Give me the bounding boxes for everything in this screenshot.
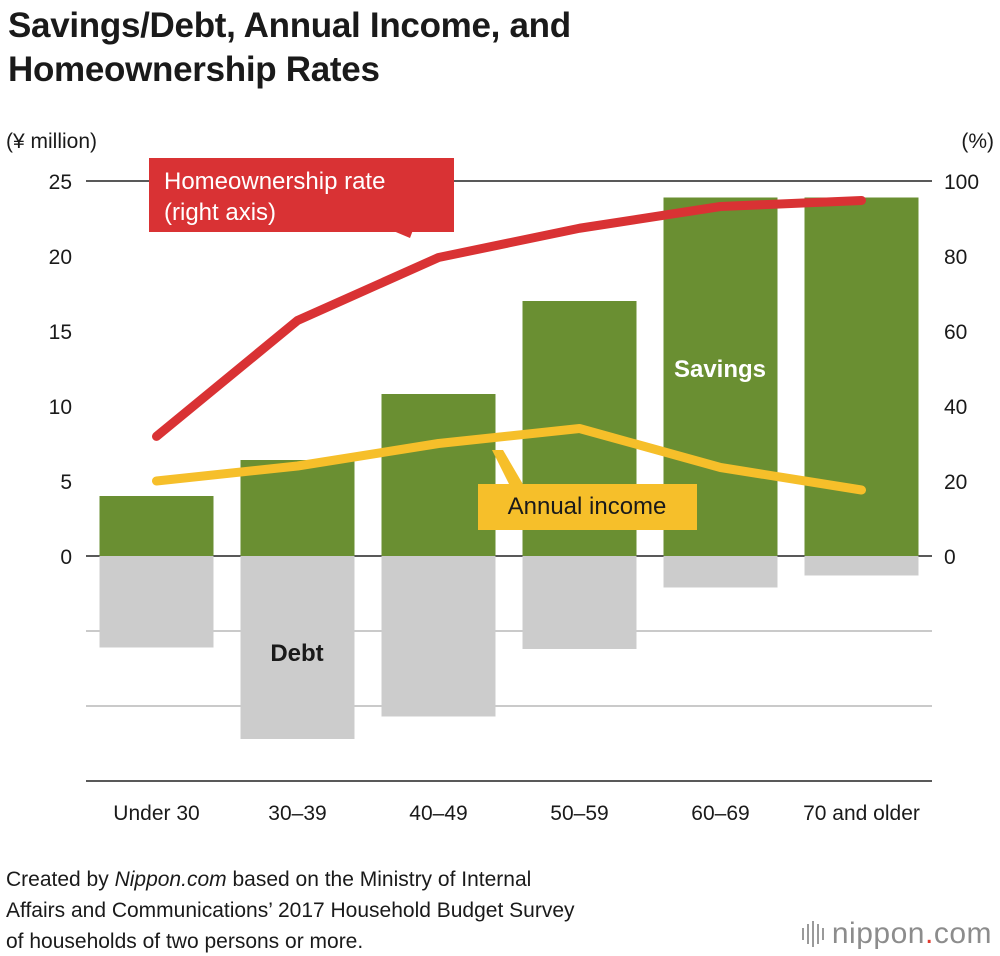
debt-bar-3	[522, 556, 637, 649]
y-left-tick-4: 20	[49, 246, 72, 269]
debt-bar-1	[240, 556, 355, 739]
logo-tld: com	[933, 917, 992, 950]
x-tick-label-0: Under 30	[113, 802, 199, 825]
x-tick-label-2: 40–49	[409, 802, 467, 825]
chart-title: Savings/Debt, Annual Income, and Homeown…	[8, 4, 908, 92]
savings-bar-1	[240, 460, 355, 556]
homeownership-callout-line-1: Homeownership rate	[164, 168, 385, 195]
debt-bar-0	[99, 556, 214, 648]
homeownership-callout-line-2: (right axis)	[164, 199, 276, 226]
source-line-2: Affairs and Communications’ 2017 Househo…	[6, 899, 575, 922]
source-brand: Nippon.com	[114, 868, 227, 891]
x-tick-label-1: 30–39	[268, 802, 326, 825]
source-line-1: Created by Nippon.com based on the Minis…	[6, 864, 766, 895]
sound-bars-icon	[801, 921, 824, 947]
y-right-tick-0: 0	[944, 546, 956, 569]
income-line	[152, 424, 866, 495]
logo-main: nippon	[831, 917, 925, 950]
savings-bar-0	[99, 496, 214, 556]
y-right-tick-1: 20	[944, 471, 967, 494]
source-prefix: Created by	[6, 868, 115, 891]
homeownership-line	[152, 196, 866, 441]
y-left-unit: (¥ million)	[6, 130, 97, 153]
y-right-unit: (%)	[961, 130, 994, 153]
savings-bar-2	[381, 394, 496, 556]
source-suffix: based on the Ministry of Internal	[226, 868, 532, 891]
x-tick-label-4: 60–69	[691, 802, 749, 825]
debt-label: Debt	[270, 640, 323, 667]
y-right-tick-4: 80	[944, 246, 967, 269]
chart-area: 0 5 10 15 20 25 0 20 40 60 80 100 (¥ million) (%) Unde…	[6, 130, 994, 825]
source-line-3: of households of two persons or more.	[6, 930, 364, 953]
y-right-tick-5: 100	[944, 171, 979, 194]
income-callout-pointer	[492, 450, 524, 486]
chart-title-line-2: Homeownership Rates	[8, 50, 380, 89]
y-left-tick-3: 15	[49, 321, 72, 344]
y-left-tick-1: 5	[60, 471, 72, 494]
y-right-tick-2: 40	[944, 396, 967, 419]
debt-bar-4	[663, 556, 778, 588]
savings-label: Savings	[674, 356, 766, 383]
logo-text: nippon.com	[832, 917, 992, 951]
y-left-tick-5: 25	[49, 171, 72, 194]
debt-bar-5	[804, 556, 919, 576]
source-note: Created by Nippon.com based on the Minis…	[6, 864, 766, 956]
nippon-logo: nippon.com	[801, 916, 992, 952]
x-tick-label-5: 70 and older	[803, 802, 920, 825]
income-callout-box	[478, 484, 697, 530]
savings-bar-5	[804, 197, 919, 556]
homeownership-callout-box	[149, 158, 454, 232]
logo-dot: .	[924, 917, 934, 950]
y-left-tick-2: 10	[49, 396, 72, 419]
chart-title-line-1: Savings/Debt, Annual Income, and	[8, 6, 571, 45]
x-tick-label-3: 50–59	[550, 802, 608, 825]
y-left-tick-0: 0	[60, 546, 72, 569]
debt-bar-2	[381, 556, 496, 717]
income-callout-label: Annual income	[508, 493, 667, 520]
y-right-tick-3: 60	[944, 321, 967, 344]
